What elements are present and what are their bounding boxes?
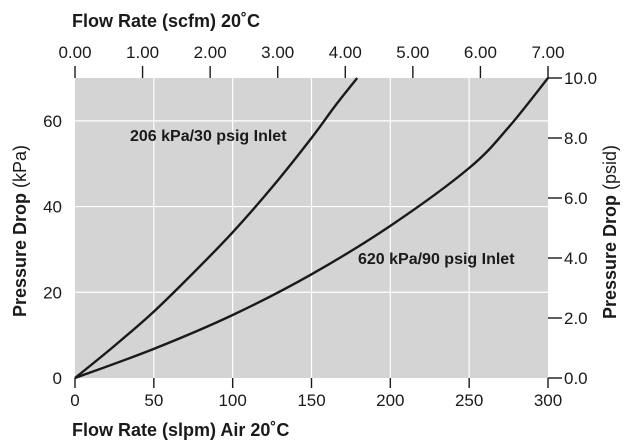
right-axis-tick-label: 8.0 [564,129,588,148]
right-axis-title-main: Pressure Drop [600,195,620,319]
axis-ticks: 0.00 1.00 2.00 3.00 4.00 5.00 6.00 7.000 50 100 15… [43,43,597,410]
series-lines [74,77,549,380]
series-label-206kpa: 206 kPa/30 psig Inlet [130,128,287,145]
left-axis-tick-label: 60 [43,112,62,131]
top-axis-tick-label: 3.00 [261,43,294,62]
top-axis-tick-label: 4.00 [329,43,362,62]
bottom-axis-tick-label: 150 [297,391,325,410]
right-axis-tick-label: 2.0 [564,309,588,328]
bottom-axis-tick-label: 0 [70,391,79,410]
bottom-axis-tick-label: 300 [534,391,562,410]
bottom-axis-title: Flow Rate (slpm) Air 20˚C [72,420,289,440]
bottom-axis-tick-label: 100 [218,391,246,410]
left-axis-tick-label: 0 [53,369,62,388]
series-line-1 [74,77,359,379]
top-axis-tick-label: 7.00 [531,43,564,62]
right-axis-title-unit: (psid) [600,145,620,190]
grid-lines [75,78,548,378]
bottom-axis-tick-label: 50 [144,391,163,410]
top-axis-tick-label: 2.00 [194,43,227,62]
left-axis-tick-label: 40 [43,198,62,217]
right-axis-tick-label: 6.0 [564,189,588,208]
left-axis-title: Pressure Drop (kPa) [10,145,30,317]
top-axis-tick-label: 6.00 [464,43,497,62]
top-axis-tick-label: 5.00 [396,43,429,62]
series-line-2 [74,77,549,380]
top-axis-tick-label: 1.00 [126,43,159,62]
bottom-axis-tick-label: 250 [455,391,483,410]
bottom-axis-tick-label: 200 [376,391,404,410]
left-axis-title-unit: (kPa) [10,145,30,188]
top-axis-title: Flow Rate (scfm) 20˚C [72,11,260,31]
right-axis-title: Pressure Drop (psid) [600,145,620,319]
left-axis-tick-label: 20 [43,283,62,302]
left-axis-title-main: Pressure Drop [10,193,30,317]
series-label-620kpa: 620 kPa/90 psig Inlet [358,251,515,268]
top-axis-tick-label: 0.00 [58,43,91,62]
right-axis-tick-label: 10.0 [564,69,597,88]
right-axis-tick-label: 4.0 [564,249,588,268]
right-axis-tick-label: 0.0 [564,369,588,388]
